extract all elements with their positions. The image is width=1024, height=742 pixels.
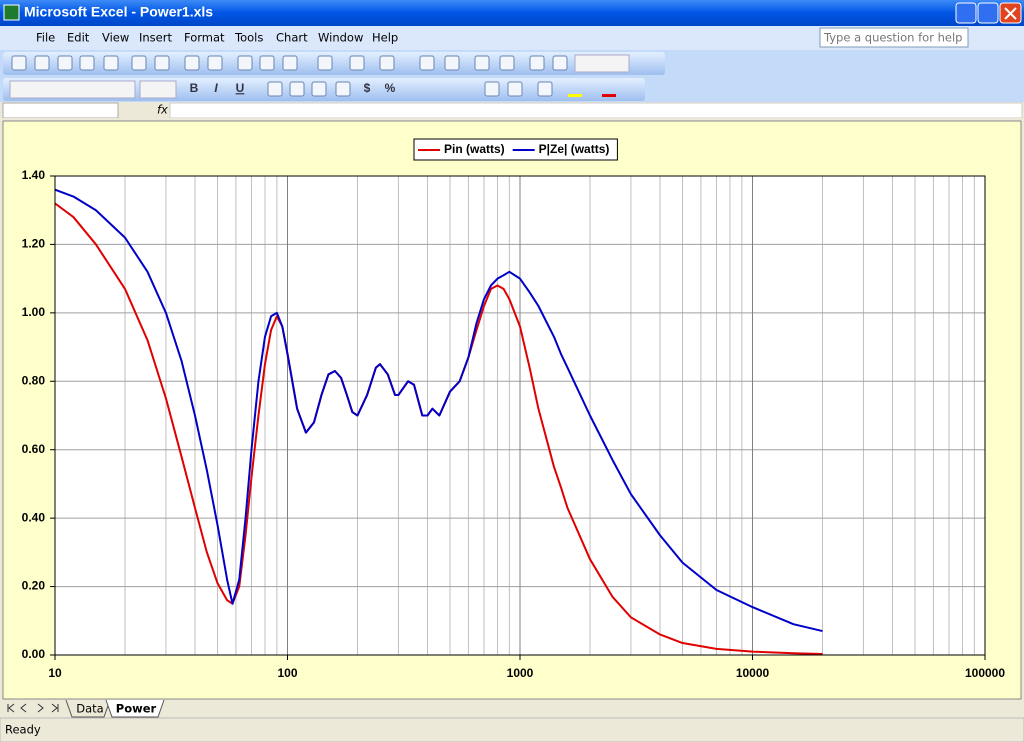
toolbar-button[interactable] bbox=[11, 55, 27, 71]
toolbar-button[interactable] bbox=[282, 55, 298, 71]
toolbar-button[interactable] bbox=[289, 81, 305, 97]
y-tick-label: 0.80 bbox=[22, 373, 46, 387]
toolbar-button[interactable] bbox=[529, 55, 545, 71]
toolbar-button[interactable] bbox=[79, 55, 95, 71]
fill-color-bar bbox=[568, 94, 582, 97]
toolbar-button[interactable] bbox=[507, 81, 523, 97]
toolbar-button[interactable] bbox=[237, 55, 253, 71]
minimize-button[interactable] bbox=[955, 2, 977, 24]
toolbar-button[interactable] bbox=[379, 55, 395, 71]
x-tick-label: 1000 bbox=[507, 666, 534, 680]
toolbar-button[interactable] bbox=[444, 55, 460, 71]
restore-button[interactable] bbox=[977, 2, 999, 24]
app-icon bbox=[3, 4, 20, 21]
toolbar-button[interactable] bbox=[259, 55, 275, 71]
toolbar-button[interactable] bbox=[267, 81, 283, 97]
toolbar-button[interactable] bbox=[34, 55, 50, 71]
format-button[interactable]: B bbox=[190, 81, 199, 95]
y-tick-label: 1.00 bbox=[22, 305, 46, 319]
toolbar-button[interactable] bbox=[349, 55, 365, 71]
status-text: Ready bbox=[5, 723, 41, 737]
format-button[interactable]: I bbox=[214, 81, 218, 95]
zoom-box[interactable] bbox=[574, 54, 630, 73]
menu-item[interactable]: Window bbox=[318, 31, 363, 45]
format-button[interactable]: $ bbox=[364, 81, 371, 95]
x-tick-label: 100000 bbox=[965, 666, 1005, 680]
legend-label: Pin (watts) bbox=[444, 142, 505, 156]
sheet-tab-active[interactable] bbox=[105, 699, 165, 718]
toolbar-button[interactable] bbox=[154, 55, 170, 71]
help-box[interactable] bbox=[819, 27, 969, 48]
y-tick-label: 0.00 bbox=[22, 647, 46, 661]
plot-border bbox=[54, 175, 986, 656]
series-line bbox=[54, 188, 823, 633]
toolbar-button[interactable] bbox=[57, 55, 73, 71]
toolbar-button[interactable] bbox=[335, 81, 351, 97]
toolbar-button[interactable] bbox=[311, 81, 327, 97]
size-box[interactable] bbox=[139, 80, 177, 99]
format-button[interactable]: % bbox=[385, 81, 396, 95]
y-tick-label: 1.40 bbox=[22, 168, 46, 182]
tab-nav[interactable] bbox=[7, 703, 59, 713]
toolbar-button[interactable] bbox=[552, 55, 568, 71]
legend-label: P|Ze| (watts) bbox=[539, 142, 610, 156]
toolbar-button[interactable] bbox=[474, 55, 490, 71]
x-tick-label: 10 bbox=[48, 666, 62, 680]
tab-bar bbox=[0, 700, 1024, 718]
sheet-tab-label: Data bbox=[76, 702, 103, 716]
sheet-tab[interactable] bbox=[65, 699, 111, 718]
menu-item[interactable]: Help bbox=[372, 31, 398, 45]
formula-input[interactable] bbox=[169, 102, 1023, 119]
toolbar-button[interactable] bbox=[131, 55, 147, 71]
x-tick-label: 100 bbox=[277, 666, 297, 680]
y-tick-label: 0.40 bbox=[22, 510, 46, 524]
menu-item[interactable]: Insert bbox=[139, 31, 172, 45]
font-box[interactable] bbox=[9, 80, 136, 99]
menu-item[interactable]: File bbox=[36, 31, 55, 45]
status-bar bbox=[0, 717, 1024, 742]
toolbar-button[interactable] bbox=[484, 81, 500, 97]
title-bar bbox=[0, 0, 1024, 26]
sheet-tab-label: Power bbox=[116, 702, 157, 716]
y-tick-label: 0.20 bbox=[22, 579, 46, 593]
toolbar-button[interactable] bbox=[103, 55, 119, 71]
menu-item[interactable]: Chart bbox=[276, 31, 308, 45]
help-box-text: Type a question for help bbox=[823, 31, 962, 45]
fx-label: fx bbox=[157, 103, 168, 117]
toolbar-button[interactable] bbox=[207, 55, 223, 71]
window-title: Microsoft Excel - Power1.xls bbox=[24, 4, 213, 20]
toolbar-button[interactable] bbox=[317, 55, 333, 71]
close-icon bbox=[1004, 7, 1017, 20]
menu-item[interactable]: View bbox=[102, 31, 129, 45]
menu-item[interactable]: Format bbox=[184, 31, 225, 45]
y-tick-label: 1.20 bbox=[22, 237, 46, 251]
x-tick-label: 10000 bbox=[736, 666, 770, 680]
toolbar-button[interactable] bbox=[537, 81, 553, 97]
toolbar-button[interactable] bbox=[499, 55, 515, 71]
toolbar-button[interactable] bbox=[419, 55, 435, 71]
toolbar-button[interactable] bbox=[184, 55, 200, 71]
font-color-bar bbox=[602, 94, 616, 97]
y-tick-label: 0.60 bbox=[22, 442, 46, 456]
format-button[interactable]: U bbox=[236, 81, 245, 95]
menu-item[interactable]: Edit bbox=[67, 31, 90, 45]
name-box[interactable] bbox=[2, 102, 119, 119]
menu-item[interactable]: Tools bbox=[234, 31, 263, 45]
